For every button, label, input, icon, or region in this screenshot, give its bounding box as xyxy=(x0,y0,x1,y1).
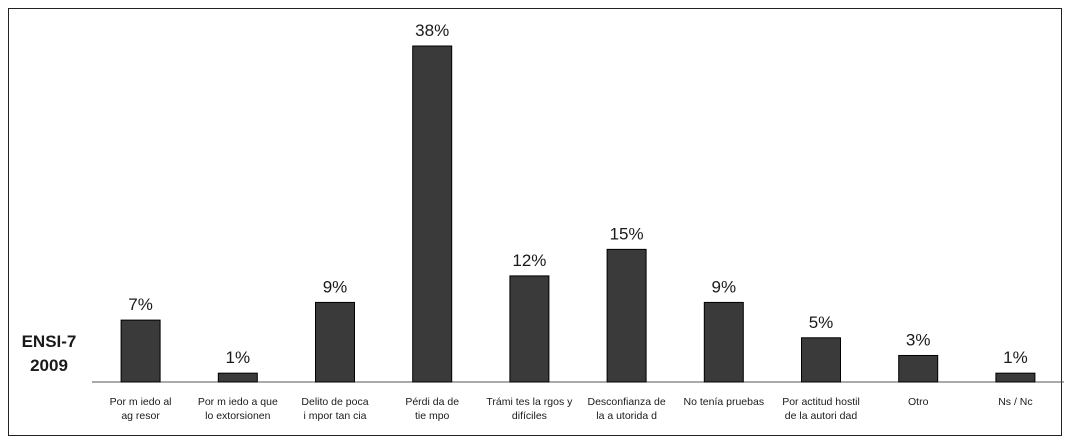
bar xyxy=(703,301,744,383)
category-label: No tenía pruebas xyxy=(684,396,765,408)
category-label: Ns / Nc xyxy=(998,396,1032,408)
category-label: la a utorida d xyxy=(596,410,657,422)
series-label-line1: ENSI-7 xyxy=(21,332,77,351)
category-labels: Por m iedo al ag resor Por m iedo a que lo … xyxy=(110,396,1033,422)
bar-value-label: 38% xyxy=(415,21,449,40)
category-label: ag resor xyxy=(121,410,160,422)
bar xyxy=(801,337,841,383)
bar-value-label: 7% xyxy=(128,295,153,314)
category-label: difíciles xyxy=(512,410,547,422)
category-label: Delito de poca xyxy=(301,396,368,408)
bar xyxy=(606,248,647,383)
bar xyxy=(898,354,939,383)
bar xyxy=(120,319,161,383)
bar xyxy=(995,372,1036,383)
series-label-line2: 2009 xyxy=(30,356,68,375)
bar xyxy=(509,275,550,383)
bar xyxy=(217,372,258,383)
bar-value-label: 9% xyxy=(323,277,348,296)
bars xyxy=(120,45,1036,383)
category-label: de la autori dad xyxy=(785,410,858,422)
category-label: Por actitud hostil xyxy=(782,396,860,408)
bar-value-label: 5% xyxy=(809,313,834,332)
bar-value-label: 1% xyxy=(1003,348,1028,367)
category-label: Trámi tes la rgos y xyxy=(486,396,573,408)
category-label: Por m iedo al xyxy=(110,396,172,408)
series-label: ENSI-7 2009 xyxy=(14,330,84,378)
category-label: Pérdi da de xyxy=(405,396,459,408)
category-label: Por m iedo a que xyxy=(198,396,278,408)
value-labels: 7% 1% 9% 38% 12% 15% 9% 5% 3% 1% xyxy=(128,21,1027,367)
bar xyxy=(315,301,355,383)
bar-value-label: 1% xyxy=(226,348,251,367)
bar-value-label: 9% xyxy=(712,277,737,296)
category-label: Otro xyxy=(908,396,929,408)
category-label: Desconfianza de xyxy=(587,396,665,408)
bar-value-label: 3% xyxy=(906,330,931,349)
bar-value-label: 12% xyxy=(512,251,546,270)
category-label: lo extorsionen xyxy=(205,410,271,422)
category-label: tie mpo xyxy=(415,410,450,422)
bar-value-label: 15% xyxy=(610,224,644,243)
category-label: i mpor tan cia xyxy=(303,410,366,422)
bar xyxy=(412,45,453,383)
